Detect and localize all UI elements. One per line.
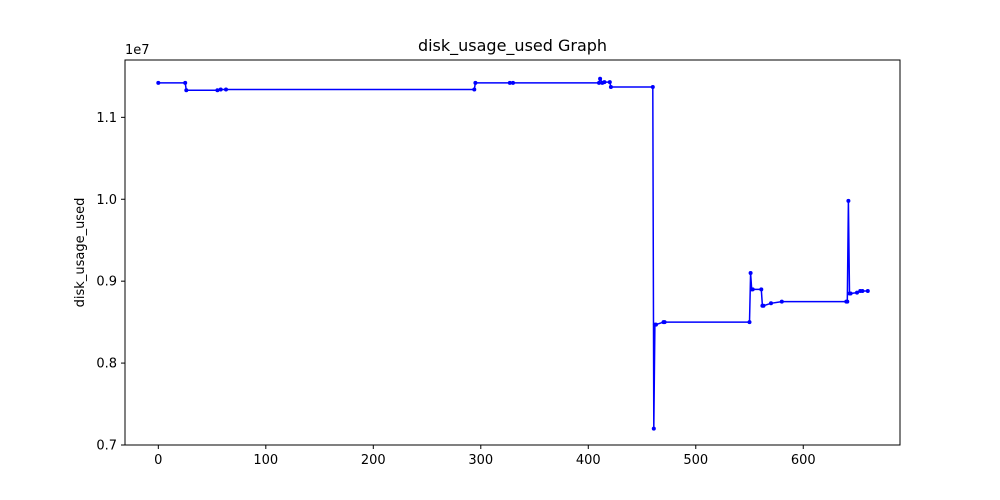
y-axis-multiplier: 1e7 bbox=[125, 43, 150, 58]
data-point bbox=[748, 271, 753, 275]
data-point bbox=[156, 80, 161, 85]
data-point bbox=[654, 322, 658, 327]
data-point bbox=[602, 80, 607, 85]
x-tick-label: 400 bbox=[576, 453, 601, 468]
data-point bbox=[608, 85, 613, 89]
data-point bbox=[511, 80, 515, 85]
data-point bbox=[184, 88, 189, 93]
y-tick-label: 1.1 bbox=[96, 111, 117, 126]
data-point bbox=[662, 320, 667, 325]
x-tick-label: 500 bbox=[683, 453, 708, 468]
data-point bbox=[769, 301, 773, 306]
data-point bbox=[607, 80, 612, 85]
data-point bbox=[846, 198, 851, 203]
x-tick-label: 200 bbox=[361, 453, 386, 468]
data-point bbox=[865, 289, 870, 293]
plot-area-frame bbox=[124, 59, 901, 446]
data-point bbox=[473, 80, 478, 85]
x-tick-label: 100 bbox=[253, 453, 278, 468]
data-point bbox=[218, 87, 223, 92]
data-point bbox=[845, 299, 850, 304]
data-point bbox=[224, 87, 228, 92]
data-point bbox=[598, 76, 603, 81]
data-point bbox=[183, 80, 188, 85]
series-line bbox=[158, 76, 868, 429]
data-point bbox=[855, 290, 859, 295]
data-point bbox=[860, 289, 865, 293]
data-point bbox=[472, 87, 477, 92]
y-tick-label: 0.8 bbox=[96, 357, 117, 372]
y-tick-label: 1.0 bbox=[96, 193, 117, 208]
data-point bbox=[597, 80, 601, 85]
x-tick-label: 300 bbox=[468, 453, 493, 468]
y-tick-label: 0.9 bbox=[96, 275, 117, 290]
data-point bbox=[507, 80, 512, 85]
data-point bbox=[848, 291, 853, 296]
data-point bbox=[779, 299, 784, 304]
data-point bbox=[650, 85, 655, 89]
data-point bbox=[750, 287, 755, 292]
y-tick-label: 0.7 bbox=[96, 439, 117, 454]
data-point bbox=[759, 287, 764, 292]
y-axis-ticks: 0.7 0.8 0.9 1.0 1.1 bbox=[96, 111, 125, 454]
chart-title: disk_usage_used Graph bbox=[418, 36, 607, 56]
x-tick-label: 0 bbox=[154, 453, 162, 468]
y-axis-label: disk_usage_used bbox=[73, 198, 88, 308]
data-point bbox=[747, 320, 752, 325]
x-axis-ticks: 0 100 200 300 400 500 600 bbox=[154, 445, 816, 468]
x-tick-label: 600 bbox=[791, 453, 816, 468]
data-point bbox=[651, 426, 656, 431]
series-points bbox=[156, 76, 870, 431]
data-point bbox=[215, 88, 220, 93]
data-point bbox=[761, 303, 766, 308]
